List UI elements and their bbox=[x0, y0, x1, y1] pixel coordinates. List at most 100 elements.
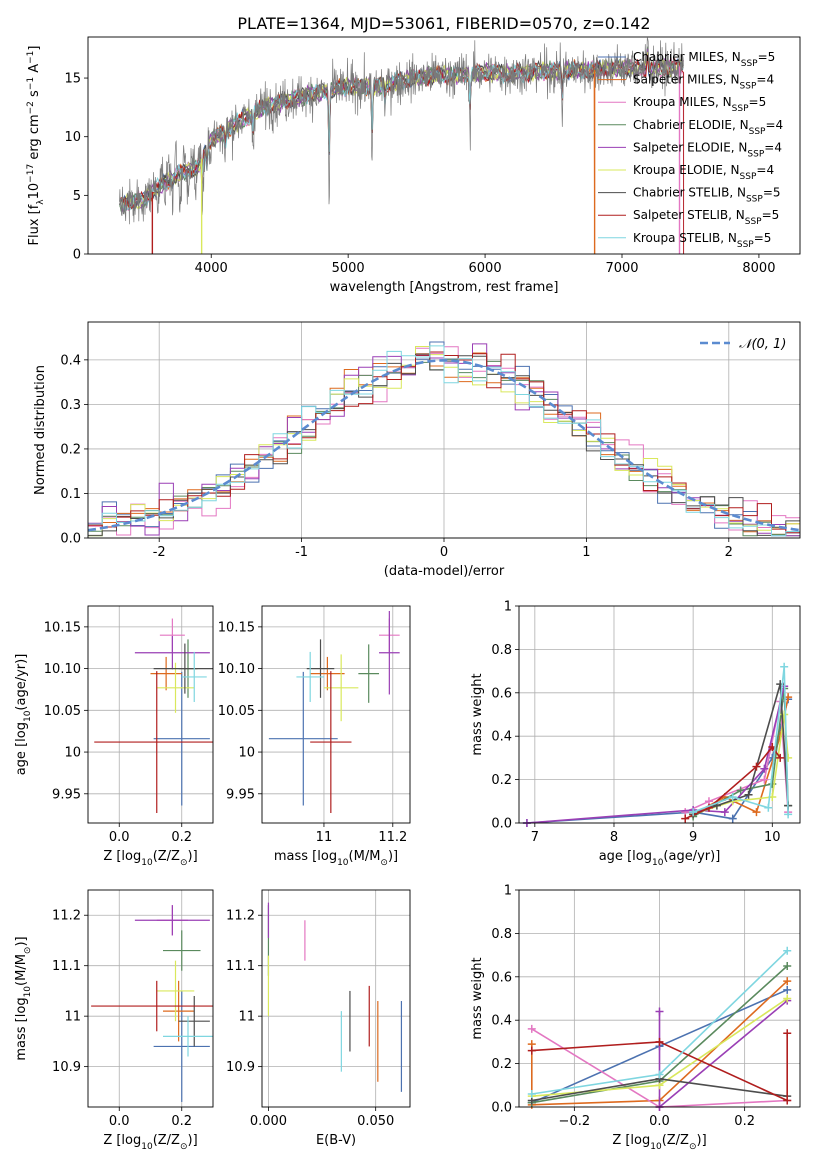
y-tick-label: 10 bbox=[64, 746, 81, 761]
mass-weight-marker bbox=[728, 814, 737, 823]
y-axis-label: mass weight bbox=[470, 673, 485, 755]
error-bars bbox=[268, 611, 400, 813]
label-part: =5 bbox=[754, 231, 772, 245]
label-sub: ⊙ bbox=[180, 858, 188, 868]
mass-weight-marker bbox=[783, 985, 792, 994]
y-tick-label: 10.9 bbox=[226, 1060, 255, 1075]
label-part: =5 bbox=[762, 208, 780, 222]
label-part: Flux [f bbox=[27, 204, 42, 245]
x-tick-label: 2 bbox=[725, 545, 733, 560]
label-part: )] bbox=[14, 936, 29, 946]
x-tick-label: 4000 bbox=[195, 261, 228, 276]
mass-weight-marker bbox=[783, 946, 792, 955]
legend-label: Salpeter ELODIE, NSSP=4 bbox=[633, 140, 782, 159]
x-tick-label: 11.2 bbox=[378, 830, 407, 845]
x-tick-label: 5000 bbox=[332, 261, 365, 276]
label-part: =5 bbox=[749, 95, 767, 109]
label-part: (age/yr)] bbox=[14, 654, 29, 711]
mass-weight-marker bbox=[764, 803, 773, 812]
label-part: =4 bbox=[765, 118, 783, 132]
x-tick-label: 7 bbox=[531, 830, 539, 845]
label-part: Kroupa ELODIE, N bbox=[633, 163, 740, 177]
label-sub: SSP bbox=[746, 195, 763, 205]
label-part: Chabrier STELIB, N bbox=[633, 186, 746, 200]
x-tick-label: 0.0 bbox=[649, 1114, 670, 1129]
y-tick-label: 9.95 bbox=[226, 787, 255, 802]
legend-label: Chabrier ELODIE, NSSP=4 bbox=[633, 118, 783, 137]
label-part: Chabrier MILES, N bbox=[633, 50, 741, 64]
y-tick-label: 1 bbox=[504, 600, 512, 615]
mass-weight-marker bbox=[720, 808, 729, 817]
label-sub: ⊙ bbox=[180, 1142, 188, 1152]
y-tick-label: 15 bbox=[64, 72, 81, 87]
y-tick-label: 11.1 bbox=[226, 959, 255, 974]
label-part: )] bbox=[388, 849, 398, 864]
legend-label: Salpeter MILES, NSSP=4 bbox=[633, 73, 774, 92]
x-tick-label: 0.0 bbox=[109, 830, 130, 845]
x-axis-label: mass [log10(M/M⊙)] bbox=[274, 849, 398, 868]
label-part: =4 bbox=[764, 140, 782, 154]
weight-lines bbox=[522, 662, 793, 827]
plot-frame bbox=[87, 36, 801, 255]
label-sub: 10 bbox=[141, 1142, 153, 1152]
error-bars bbox=[94, 618, 213, 813]
label-part: 10 bbox=[27, 183, 42, 200]
y-tick-label: 11.1 bbox=[52, 959, 81, 974]
label-sub: SSP bbox=[745, 217, 762, 227]
label-sup: −17 bbox=[26, 164, 36, 183]
plot-frame bbox=[87, 605, 214, 824]
y-tick-label: 10.15 bbox=[44, 620, 81, 635]
y-tick-label: 0.0 bbox=[491, 1101, 512, 1116]
x-tick-label: 9 bbox=[689, 830, 697, 845]
mass-weight-marker bbox=[783, 1096, 792, 1105]
label-part: Chabrier ELODIE, N bbox=[633, 118, 749, 132]
y-tick-label: 0.8 bbox=[491, 927, 512, 942]
y-tick-label: 11 bbox=[238, 1010, 255, 1025]
label-part: (Z/Z bbox=[153, 849, 180, 864]
legend-label: Chabrier STELIB, NSSP=5 bbox=[633, 186, 781, 205]
x-tick-label: -2 bbox=[153, 545, 166, 560]
mass-weight-marker bbox=[784, 810, 793, 819]
x-tick-label: 0.000 bbox=[250, 1114, 287, 1129]
label-part: erg cm bbox=[27, 114, 42, 163]
label-sub: λ bbox=[36, 199, 46, 205]
label-part: Z [log bbox=[612, 1133, 650, 1148]
y-tick-label: 9.95 bbox=[52, 787, 81, 802]
mass-weight-marker bbox=[728, 792, 737, 801]
y-tick-label: 0.6 bbox=[491, 686, 512, 701]
x-tick-label: 11 bbox=[316, 830, 333, 845]
mass-weight-line bbox=[526, 686, 785, 824]
mass-weight-marker bbox=[783, 994, 792, 1003]
y-axis-label: Flux [fλ10−17 erg cm−2 s−1 A−1] bbox=[26, 46, 46, 246]
gaussian-curve bbox=[88, 358, 800, 532]
x-axis-label: Z [log10(Z/Z⊙)] bbox=[612, 1133, 706, 1152]
y-tick-label: 10.10 bbox=[44, 662, 81, 677]
label-sup: −1 bbox=[26, 51, 36, 64]
label-sub: 10 bbox=[141, 858, 153, 868]
x-tick-label: 8 bbox=[610, 830, 618, 845]
label-part: s bbox=[27, 90, 42, 101]
mass-weight-marker bbox=[776, 753, 785, 762]
y-tick-label: 0.2 bbox=[60, 442, 81, 457]
label-sub: SSP bbox=[740, 82, 757, 92]
mass-weight-line bbox=[531, 1033, 789, 1102]
label-sup: −1 bbox=[26, 77, 36, 90]
label-sub: SSP bbox=[740, 172, 757, 182]
mass-weight-line bbox=[530, 980, 788, 1106]
plot-frame bbox=[518, 605, 801, 824]
x-tick-label: 6000 bbox=[469, 261, 502, 276]
x-axis-label: age [log10(age/yr)] bbox=[599, 849, 721, 868]
label-part: Salpeter MILES, N bbox=[633, 73, 740, 87]
y-tick-label: 0.6 bbox=[491, 970, 512, 985]
label-part: =4 bbox=[756, 163, 774, 177]
legend-label: Kroupa STELIB, NSSP=5 bbox=[633, 231, 771, 250]
mass-weight-line bbox=[526, 699, 789, 824]
y-tick-label: 11 bbox=[64, 1010, 81, 1025]
mass-weight-marker bbox=[780, 662, 789, 671]
label-part: )] bbox=[188, 849, 198, 864]
label-sub: 10 bbox=[650, 1142, 662, 1152]
label-part: )] bbox=[188, 1133, 198, 1148]
label-part: Z [log bbox=[103, 849, 141, 864]
residual-histogram bbox=[88, 345, 800, 537]
y-tick-label: 0.2 bbox=[491, 1057, 512, 1072]
